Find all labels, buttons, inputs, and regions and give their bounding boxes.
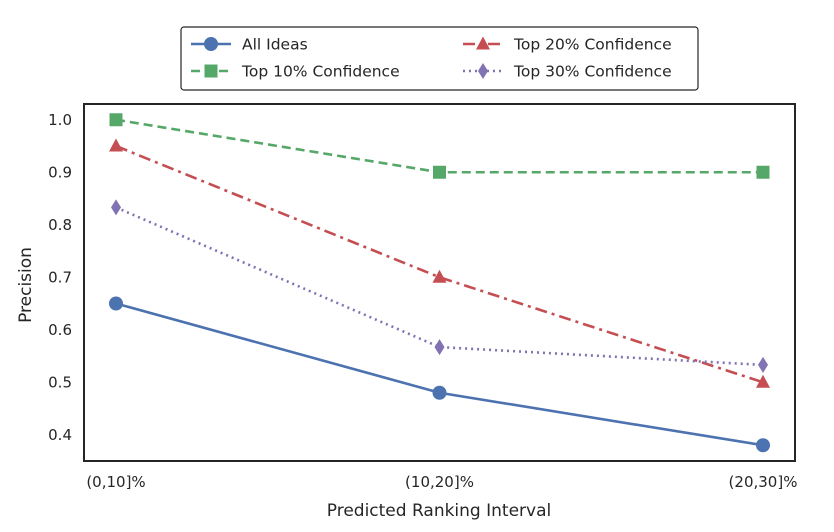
y-tick-label: 0.5 — [48, 373, 72, 391]
y-tick-label: 0.4 — [48, 426, 72, 444]
data-point — [111, 199, 121, 216]
x-tick-label: (20,30]% — [729, 473, 798, 491]
legend-label: All Ideas — [242, 36, 308, 54]
legend-marker — [204, 64, 218, 78]
data-point — [434, 339, 445, 356]
legend-label: Top 30% Confidence — [513, 63, 672, 81]
data-point — [432, 269, 447, 283]
y-tick-label: 0.8 — [48, 216, 72, 234]
legend-item: All Ideas — [191, 36, 308, 54]
x-tick-label: (0,10]% — [86, 473, 145, 491]
y-tick-label: 1.0 — [48, 111, 72, 129]
legend-item: Top 10% Confidence — [191, 63, 400, 81]
y-axis-ticks: 0.4 0.5 0.6 0.7 0.8 0.9 1.0 — [48, 111, 72, 444]
series-line — [115, 144, 764, 384]
x-tick-label: (10,20]% — [405, 473, 474, 491]
legend-item: Top 30% Confidence — [463, 63, 672, 81]
data-point — [756, 438, 770, 453]
legend-item: Top 20% Confidence — [463, 36, 672, 54]
y-axis-label: Precision — [16, 247, 36, 323]
legend-label: Top 20% Confidence — [513, 36, 672, 54]
y-tick-label: 0.7 — [48, 268, 72, 286]
legend-label: Top 10% Confidence — [241, 63, 400, 81]
legend: All Ideas Top 10% Confidence Top 20% Confi… — [180, 26, 699, 91]
data-point — [758, 356, 768, 373]
data-point — [756, 374, 770, 388]
series-group — [109, 113, 770, 179]
data-point — [109, 113, 123, 127]
y-tick-label: 0.6 — [48, 321, 72, 339]
series-group — [111, 199, 768, 373]
data-point — [756, 165, 770, 179]
series-layer — [109, 113, 770, 453]
data-point — [433, 165, 446, 179]
series-group — [109, 138, 770, 388]
legend-marker — [478, 63, 488, 79]
series-group — [109, 296, 770, 453]
data-point — [109, 296, 123, 311]
x-axis-ticks: (0,10]% (10,20]% (20,30]% — [86, 473, 797, 491]
legend-marker — [204, 37, 218, 51]
legend-marker — [476, 36, 490, 50]
data-point — [432, 385, 447, 400]
y-tick-label: 0.9 — [48, 163, 72, 181]
x-axis-label: Predicted Ranking Interval — [327, 501, 551, 521]
legend-box — [180, 26, 699, 91]
data-point — [109, 138, 123, 152]
